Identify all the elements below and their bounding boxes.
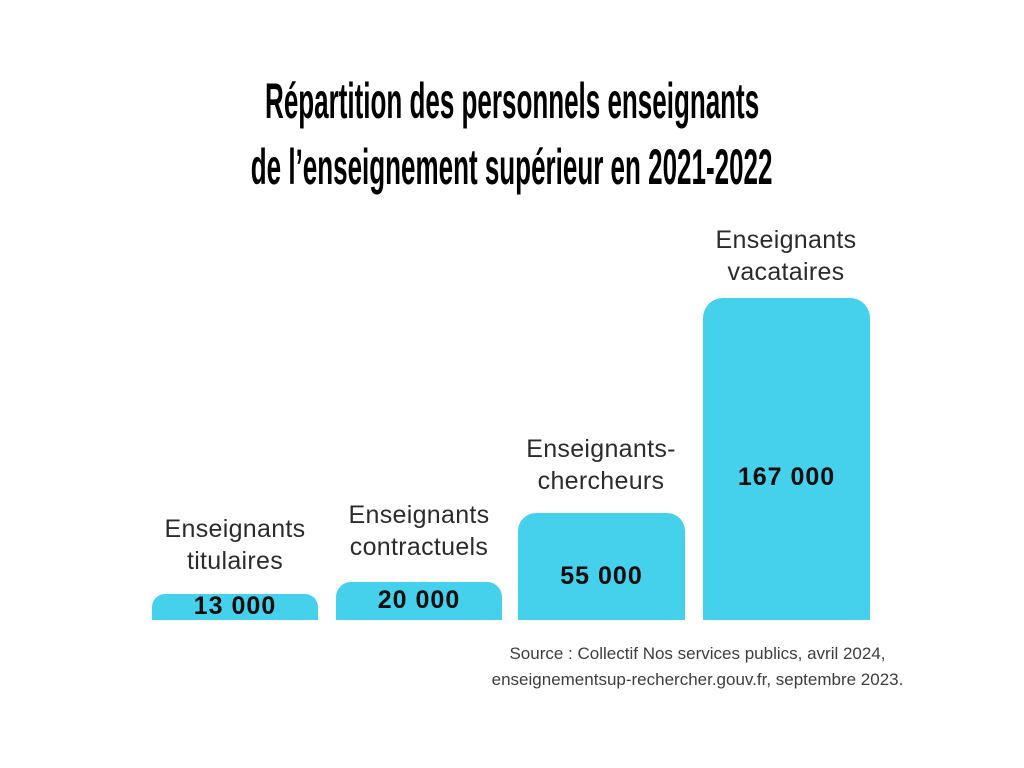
category-label-enseignants-contractuels: Enseignants contractuels [269, 499, 569, 563]
bar-enseignants-contractuels [336, 582, 502, 620]
category-label-line: contractuels [349, 533, 489, 561]
category-label-line: Enseignants [348, 501, 490, 529]
category-label-line: vacataires [727, 258, 845, 286]
bar-enseignants-chercheurs [518, 513, 685, 620]
category-label-line: Enseignants [715, 226, 857, 254]
category-label-enseignants-chercheurs: Enseignants- chercheurs [451, 433, 751, 497]
chart-title-line-1: Répartition des personnels enseignants [264, 73, 760, 129]
value-label-contractuels: 20 000 [377, 586, 461, 614]
category-label-line: Enseignants [164, 515, 306, 543]
source-note: Source : Collectif Nos services publics,… [440, 641, 955, 693]
source-note-line-1: Source : Collectif Nos services publics,… [509, 644, 886, 663]
category-label-enseignants-vacataires: Enseignants vacataires [636, 224, 936, 288]
category-label-line: titulaires [186, 547, 284, 575]
value-label-titulaires: 13 000 [193, 592, 277, 620]
value-label-vacataires: 167 000 [737, 463, 836, 491]
bar-enseignants-titulaires [152, 594, 318, 620]
category-label-line: chercheurs [537, 467, 665, 495]
chart-title: Répartition des personnels enseignants d… [0, 68, 1024, 200]
chart-title-line-2: de l’enseignement supérieur en 2021-2022 [251, 139, 773, 195]
bar-enseignants-vacataires [703, 298, 870, 620]
category-label-line: Enseignants- [526, 435, 676, 463]
source-note-line-2: enseignementsup-rechercher.gouv.fr, sept… [491, 670, 904, 689]
value-label-chercheurs: 55 000 [560, 562, 643, 590]
category-label-enseignants-titulaires: Enseignants titulaires [85, 513, 385, 577]
